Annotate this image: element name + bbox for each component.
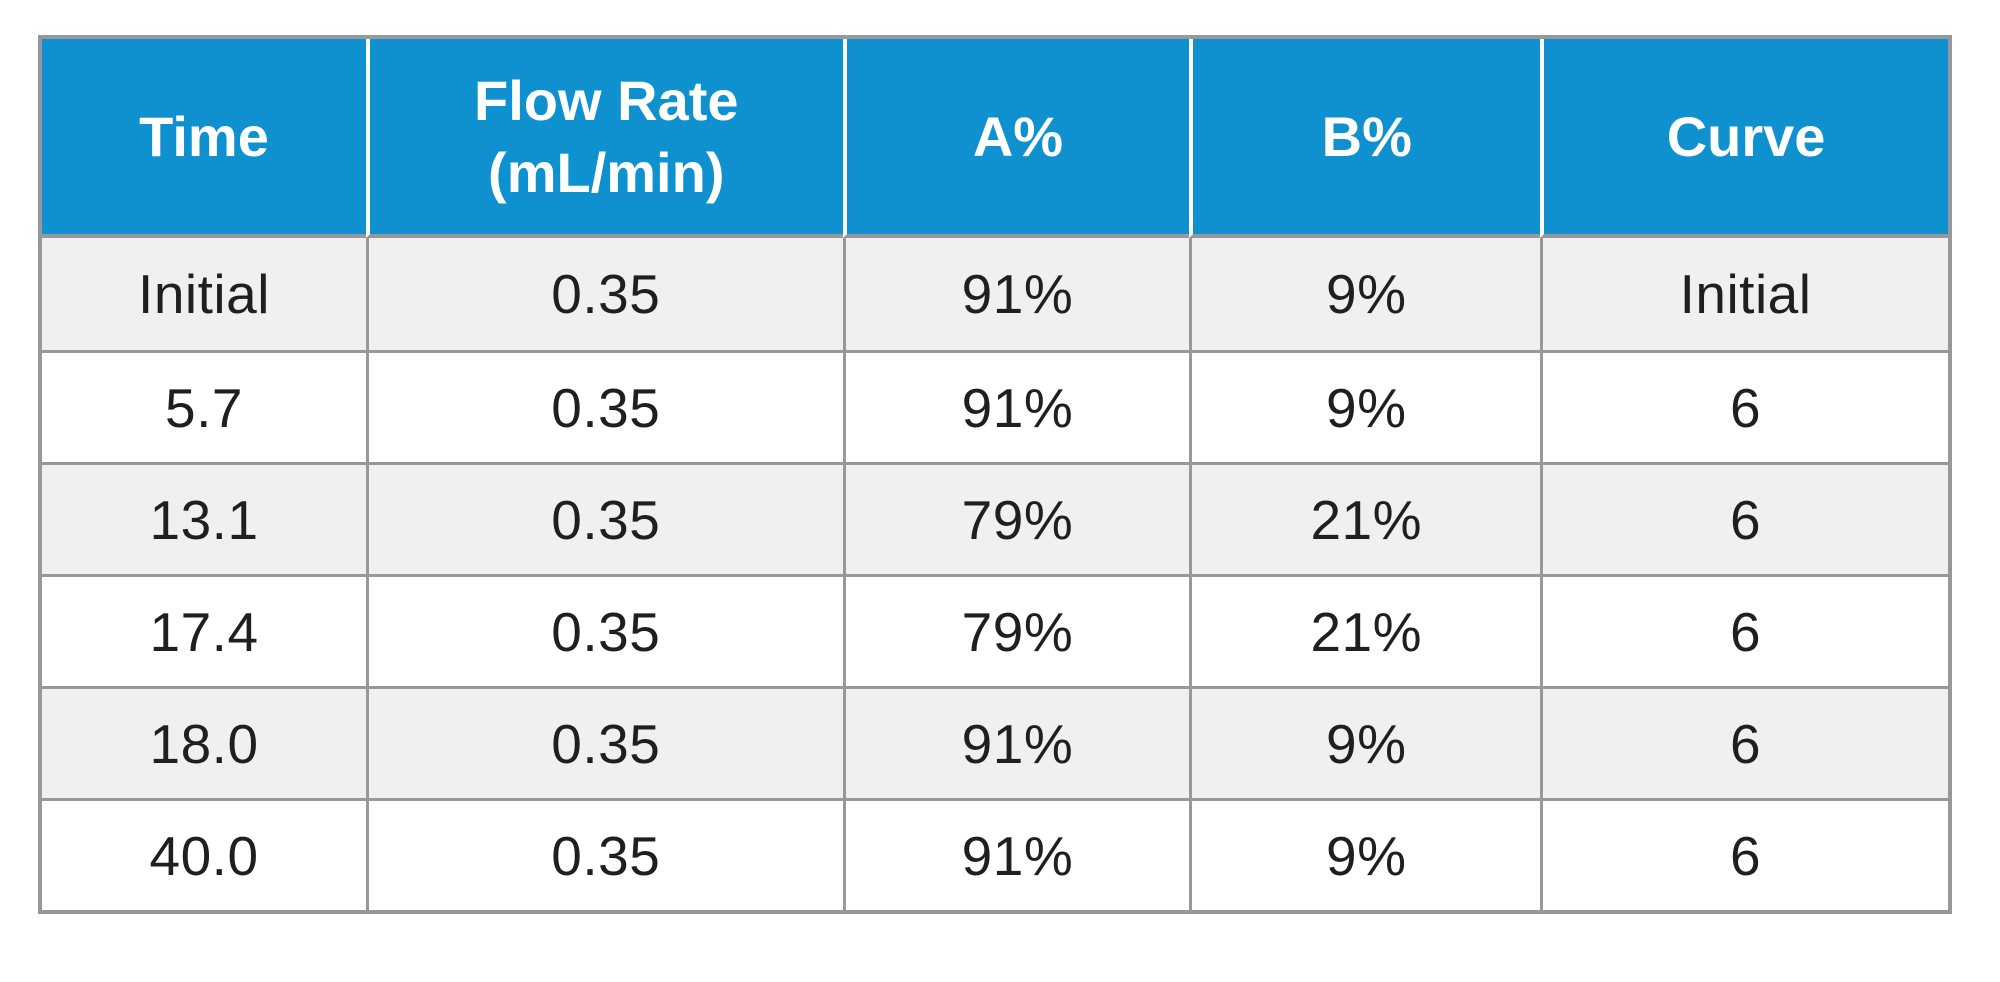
- table-cell: 91%: [842, 238, 1190, 350]
- column-header-flow-rate-units: (mL/min): [488, 140, 725, 204]
- table-row: 18.0 0.35 91% 9% 6: [42, 686, 1948, 798]
- table-cell: 13.1: [42, 462, 367, 574]
- table-cell: 0.35: [366, 350, 843, 462]
- table-cell: 0.35: [366, 686, 843, 798]
- table-row: 40.0 0.35 91% 9% 6: [42, 798, 1948, 910]
- table-cell: 6: [1540, 462, 1948, 574]
- table-cell: 0.35: [366, 798, 843, 910]
- table-cell: 91%: [842, 350, 1190, 462]
- table-cell: 6: [1540, 350, 1948, 462]
- table-row: 17.4 0.35 79% 21% 6: [42, 574, 1948, 686]
- table-body: Initial 0.35 91% 9% Initial 5.7 0.35 91%…: [42, 238, 1948, 910]
- table-cell: 9%: [1189, 238, 1541, 350]
- table-cell: 5.7: [42, 350, 367, 462]
- header-row: Time Flow Rate (mL/min) A% B% Curve: [42, 39, 1948, 238]
- column-header-a-percent-label: A%: [972, 104, 1064, 168]
- table-row: 5.7 0.35 91% 9% 6: [42, 350, 1948, 462]
- table-cell: 21%: [1189, 574, 1541, 686]
- table-cell: 17.4: [42, 574, 367, 686]
- table-cell: 6: [1540, 686, 1948, 798]
- table-cell: 0.35: [366, 574, 843, 686]
- column-header-time-label: Time: [139, 104, 269, 168]
- table-cell: 79%: [842, 574, 1190, 686]
- table-cell: 91%: [842, 686, 1190, 798]
- table-cell: 6: [1540, 798, 1948, 910]
- table-cell: 91%: [842, 798, 1190, 910]
- table-row: 13.1 0.35 79% 21% 6: [42, 462, 1948, 574]
- column-header-b-percent: B%: [1189, 39, 1541, 238]
- table-cell: 9%: [1189, 798, 1541, 910]
- table-cell: 9%: [1189, 350, 1541, 462]
- table-cell: 18.0: [42, 686, 367, 798]
- table-cell: 6: [1540, 574, 1948, 686]
- table-cell: Initial: [42, 238, 367, 350]
- table-cell: 40.0: [42, 798, 367, 910]
- column-header-b-percent-label: B%: [1321, 104, 1412, 168]
- column-header-flow-rate-label: Flow Rate: [474, 68, 739, 132]
- column-header-a-percent: A%: [842, 39, 1190, 238]
- table-row: Initial 0.35 91% 9% Initial: [42, 238, 1948, 350]
- table-cell: 79%: [842, 462, 1190, 574]
- gradient-method-table: Time Flow Rate (mL/min) A% B% Curve: [38, 35, 1952, 914]
- table-header: Time Flow Rate (mL/min) A% B% Curve: [42, 39, 1948, 238]
- table-cell: Initial: [1540, 238, 1948, 350]
- table-cell: 0.35: [366, 462, 843, 574]
- table-cell: 9%: [1189, 686, 1541, 798]
- table-cell: 0.35: [366, 238, 843, 350]
- column-header-curve-label: Curve: [1666, 104, 1826, 168]
- column-header-time: Time: [42, 39, 367, 238]
- column-header-flow-rate: Flow Rate (mL/min): [366, 39, 843, 238]
- table-cell: 21%: [1189, 462, 1541, 574]
- column-header-curve: Curve: [1540, 39, 1948, 238]
